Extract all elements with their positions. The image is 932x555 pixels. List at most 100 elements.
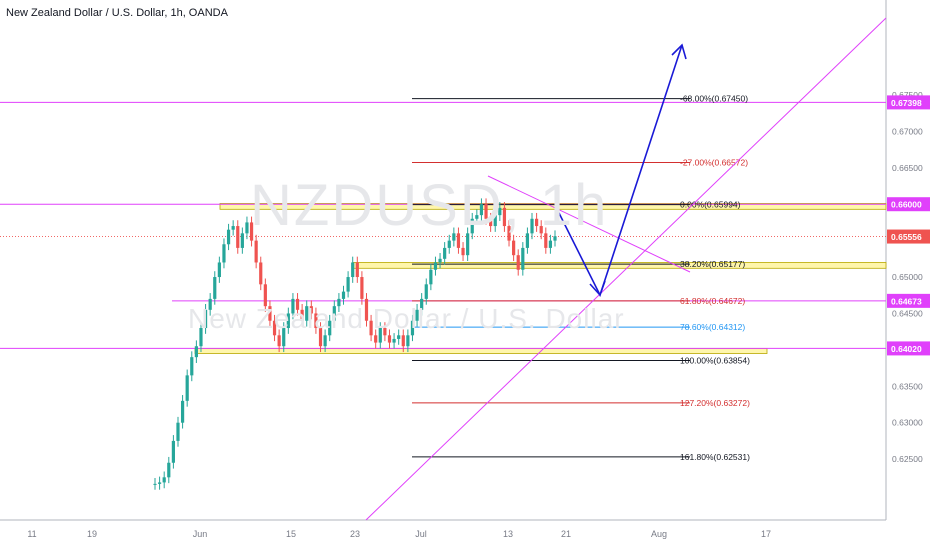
candle-body — [277, 335, 281, 347]
x-tick-label: Jul — [415, 529, 427, 539]
candle-body — [328, 320, 332, 336]
chart-title: New Zealand Dollar / U.S. Dollar, 1h, OA… — [6, 7, 228, 19]
candle-body — [438, 258, 442, 263]
ascending-trendline — [365, 17, 887, 521]
candle-body — [539, 226, 543, 234]
candle-body — [185, 375, 189, 401]
candle-body — [153, 483, 157, 485]
candle-body — [245, 222, 249, 234]
candle-body — [199, 328, 203, 347]
fib-level-label: 0.00%(0.65994) — [680, 200, 741, 210]
fib-level-label: 38.20%(0.65177) — [680, 259, 745, 269]
candle-body — [475, 215, 479, 219]
candle-body — [286, 313, 290, 329]
candle-body — [240, 233, 244, 248]
candle-body — [254, 240, 258, 263]
candle-body — [378, 328, 382, 343]
zone-support — [194, 348, 768, 354]
fib-level-label: 61.80%(0.64672) — [680, 296, 745, 306]
candle-body — [397, 335, 401, 339]
candle-body — [272, 320, 277, 336]
candle-body — [318, 328, 323, 347]
candle-body — [337, 298, 341, 307]
candle-body — [157, 482, 162, 484]
candle-body — [410, 320, 415, 336]
price-axis-tag — [887, 341, 930, 356]
price-axis-tag-label: 0.64673 — [891, 296, 922, 306]
candle-body — [355, 262, 359, 278]
fib-level-label: -68.00%(0.67450) — [680, 94, 748, 104]
candle-body — [466, 233, 470, 256]
candle-body — [236, 226, 240, 248]
candle-body — [498, 207, 502, 216]
candle-body — [341, 291, 346, 299]
candle-body — [226, 229, 231, 245]
candle-body — [217, 262, 221, 278]
candle-body — [387, 335, 392, 343]
x-tick-label: Jun — [193, 529, 208, 539]
price-axis-tag-label: 0.65556 — [891, 232, 922, 242]
y-tick-label: 0.62500 — [892, 454, 923, 464]
candle-body — [479, 204, 484, 216]
fib-level-label: 78.60%(0.64312) — [680, 322, 745, 332]
x-tick-label: Aug — [651, 529, 667, 539]
candle-body — [516, 255, 520, 270]
watermark-description: New Zealand Dollar / U.S. Dollar — [188, 303, 625, 334]
candle-body — [176, 422, 180, 441]
candle-body — [470, 218, 474, 234]
candle-body — [323, 335, 327, 347]
x-tick-label: 11 — [27, 529, 36, 539]
price-axis-tag-label: 0.67398 — [891, 98, 922, 108]
candle-body — [544, 233, 548, 248]
x-tick-label: 23 — [350, 529, 360, 539]
candle-body — [305, 306, 309, 321]
candle-body — [167, 462, 171, 478]
candle-body — [374, 335, 378, 343]
y-tick-label: 0.65000 — [892, 272, 923, 282]
candle-body — [447, 240, 451, 248]
candle-body — [433, 262, 438, 270]
candle-body — [208, 298, 212, 310]
candle-body — [489, 218, 493, 227]
price-axis-tag — [887, 229, 930, 244]
projection-path — [554, 44, 683, 298]
price-axis-tag — [887, 95, 930, 110]
candles — [153, 198, 557, 490]
descending-trendline — [487, 175, 691, 273]
candle-body — [525, 233, 530, 248]
candle-body — [364, 298, 369, 321]
price-axis-tag-label: 0.64020 — [891, 344, 922, 354]
candle-body — [213, 277, 217, 299]
arrow-head-down — [589, 280, 606, 297]
x-tick-label: 13 — [503, 529, 513, 539]
candle-body — [535, 218, 539, 227]
candle-body — [429, 269, 433, 285]
candle-body — [180, 400, 185, 423]
y-tick-label: 0.64500 — [892, 308, 923, 318]
candle-body — [383, 328, 387, 336]
candle-body — [300, 309, 304, 321]
candle-body — [309, 306, 313, 314]
candle-body — [443, 247, 447, 259]
candle-body — [502, 207, 507, 227]
candle-body — [512, 240, 516, 256]
candle-body — [282, 328, 286, 347]
candle-body — [203, 309, 208, 329]
candle-body — [424, 284, 428, 299]
candle-body — [456, 233, 461, 248]
y-tick-label: 0.66500 — [892, 163, 923, 173]
fib-level-label: 127.20%(0.63272) — [680, 398, 750, 408]
candle-body — [162, 477, 166, 483]
y-tick-label: 0.63000 — [892, 418, 923, 428]
candle-body — [231, 226, 235, 230]
fib-level-label: 161.80%(0.62531) — [680, 452, 750, 462]
candle-body — [263, 284, 267, 307]
arrow-head-up — [671, 43, 687, 60]
x-tick-label: 21 — [561, 529, 571, 539]
candle-body — [351, 262, 355, 278]
candle-body — [548, 240, 553, 248]
candle-body — [346, 277, 350, 292]
candle-body — [406, 335, 410, 347]
